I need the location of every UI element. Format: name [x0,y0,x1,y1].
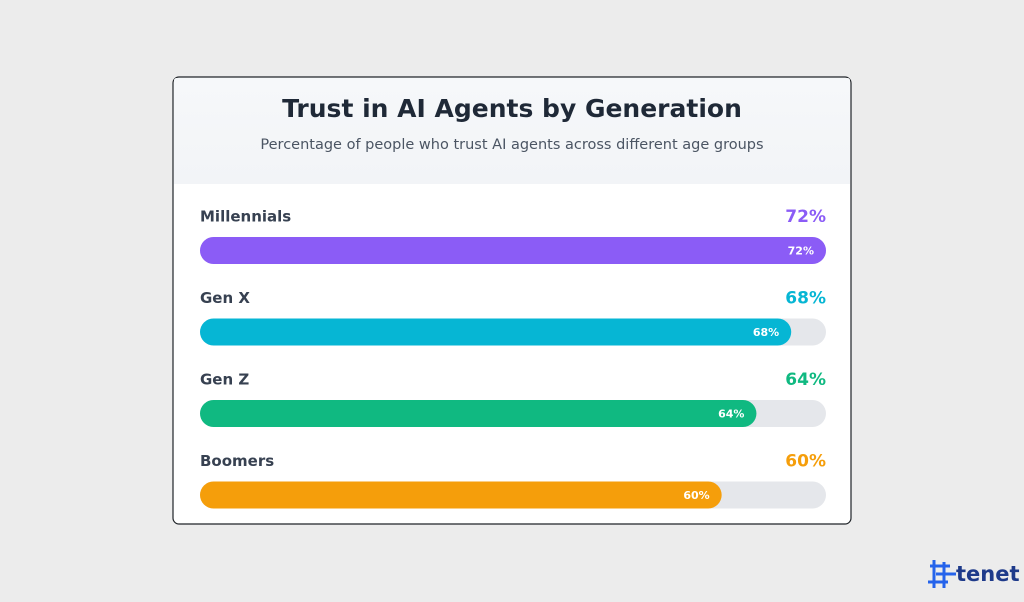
value-label: 60% [785,452,826,472]
bar-inner-label: 68% [753,326,779,339]
chart-title: Trust in AI Agents by Generation [282,94,742,123]
bar-inner-label: 60% [683,489,709,502]
category-label: Millennials [200,208,291,226]
category-label: Boomers [200,452,274,470]
category-label: Gen X [200,289,250,307]
bar [200,400,757,427]
brand-logo: tenet [928,560,1020,588]
value-label: 68% [785,289,826,309]
chart-subtitle: Percentage of people who trust AI agents… [260,137,763,153]
brand-name: tenet [956,562,1020,586]
bar-inner-label: 64% [718,408,744,421]
card-header [174,78,850,184]
value-label: 64% [785,370,826,390]
bar-inner-label: 72% [788,245,814,258]
category-label: Gen Z [200,371,249,389]
bar [200,237,826,264]
bar [200,318,792,346]
value-label: 72% [785,207,826,227]
brand-icon [928,560,956,588]
bar [200,481,722,509]
